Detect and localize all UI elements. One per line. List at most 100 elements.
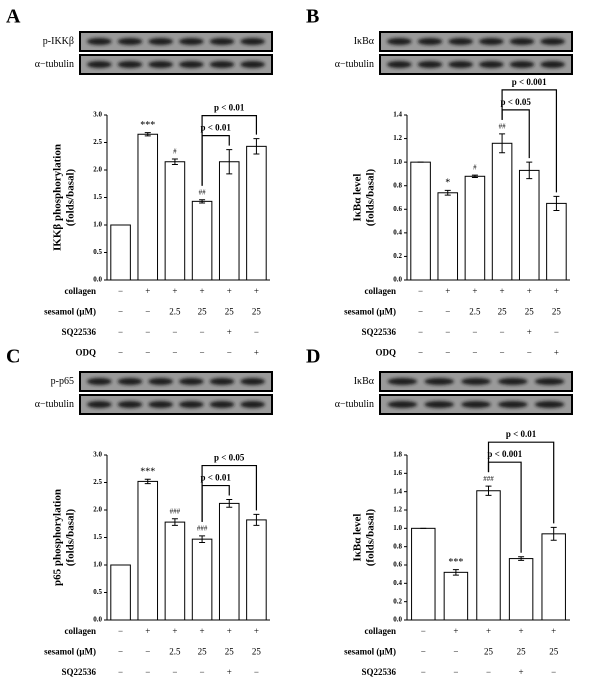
treatment-level: − (172, 327, 177, 337)
comparison-label: p < 0.01 (200, 123, 231, 133)
significance-label: ### (170, 507, 181, 515)
y-tick-label: 0.6 (393, 205, 402, 213)
y-tick-label: 1.2 (393, 134, 402, 142)
treatment-level: − (254, 327, 259, 337)
blot-band (179, 61, 204, 68)
y-tick-label: 1.0 (93, 221, 102, 229)
blot-label: α−tubulin (35, 399, 74, 410)
treatment-level: − (421, 667, 426, 677)
bar (137, 133, 159, 281)
treatment-level: − (118, 307, 123, 317)
blot-band (117, 38, 143, 45)
y-axis-label: IKKβ phosphorylation (52, 144, 64, 251)
bar (218, 502, 240, 621)
treatment-level: + (227, 626, 232, 636)
y-tick-label: 0.8 (393, 542, 402, 550)
y-tick-label: 0.2 (393, 597, 402, 605)
treatment-level: − (554, 327, 559, 337)
blot-band (417, 61, 443, 68)
y-tick-label: 2.0 (93, 166, 102, 174)
y-tick-label: 1.5 (93, 193, 102, 201)
y-tick-label: 0.8 (393, 181, 402, 189)
blot-label: p-IKKβ (43, 36, 74, 47)
significance-label: *** (140, 466, 155, 477)
treatment-level: − (472, 348, 477, 358)
y-tick-label: 0.5 (93, 248, 102, 256)
significance-label: ## (199, 188, 207, 196)
blot-band (448, 61, 473, 68)
error-bar (144, 132, 151, 137)
blot-band (87, 38, 112, 45)
comparison-bracket (501, 89, 558, 193)
bar (476, 490, 501, 621)
blot-band (179, 378, 204, 385)
treatment-level: − (453, 667, 458, 677)
blot-band (179, 401, 204, 408)
blot-band (148, 401, 173, 408)
bar (191, 200, 213, 281)
y-tick-label: 0.0 (393, 616, 402, 624)
y-tick-label: 0.0 (93, 276, 102, 284)
treatment-level: − (118, 327, 123, 337)
treatment-level: − (445, 327, 450, 337)
panel-letter: C (6, 346, 20, 368)
blot-band (240, 38, 265, 45)
treatment-level: 25 (225, 307, 235, 317)
blot-band (209, 38, 235, 45)
treatment-level: − (145, 667, 150, 677)
blot-band (387, 61, 412, 68)
treatment-name: sesamol (μM) (344, 307, 396, 317)
blot-band (387, 38, 412, 45)
treatment-level: − (172, 348, 177, 358)
treatment-level: 25 (498, 307, 508, 317)
treatment-level: + (254, 348, 259, 358)
y-tick-label: 0.4 (393, 579, 402, 587)
y-tick-label: 1.4 (393, 487, 402, 495)
treatment-level: + (227, 667, 232, 677)
blot-label: p-p65 (51, 376, 74, 387)
comparison-bracket (201, 464, 258, 522)
blot-band (179, 38, 204, 45)
treatment-name: sesamol (μM) (44, 307, 96, 317)
treatment-level: − (118, 286, 123, 296)
y-tick-label: 1.6 (393, 469, 402, 477)
bar (491, 142, 513, 281)
error-bar (199, 199, 206, 204)
bar (110, 564, 131, 621)
treatment-level: + (227, 286, 232, 296)
significance-label: ### (483, 475, 494, 483)
treatment-name: ODQ (375, 348, 396, 358)
treatment-name: ODQ (75, 348, 96, 358)
treatment-level: 2.5 (169, 307, 181, 317)
comparison-label: p < 0.05 (214, 453, 245, 463)
treatment-level: − (418, 286, 423, 296)
treatment-level: 25 (549, 647, 559, 657)
y-tick-label: 3.0 (93, 451, 102, 459)
blot-band (148, 38, 173, 45)
significance-label: # (473, 164, 477, 172)
treatment-level: + (254, 286, 259, 296)
panel: B IκBα α−tubulin IκBα level (folds/basal) 0.0… (306, 6, 573, 358)
treatment-level: + (472, 286, 477, 296)
treatment-level: + (554, 286, 559, 296)
treatment-level: + (527, 286, 532, 296)
y-tick-label: 1.8 (393, 451, 402, 459)
treatment-level: − (200, 327, 205, 337)
comparison-label: p < 0.001 (487, 449, 522, 459)
treatment-level: − (118, 348, 123, 358)
treatment-level: − (145, 327, 150, 337)
treatment-level: − (500, 348, 505, 358)
error-bar (499, 133, 506, 154)
treatment-level: − (227, 348, 232, 358)
blot-label: α−tubulin (335, 399, 374, 410)
treatment-name: collagen (365, 286, 397, 296)
panel: D IκBα α−tubulin IκBα level (folds/basal) 0.0… (306, 346, 573, 677)
comparison-bracket (201, 115, 258, 186)
blot-frame (379, 31, 573, 52)
blot-label: IκBα (354, 36, 375, 47)
bar (110, 224, 131, 281)
error-bar (550, 526, 557, 541)
y-tick-label: 1.2 (393, 506, 402, 514)
bar (541, 533, 566, 621)
